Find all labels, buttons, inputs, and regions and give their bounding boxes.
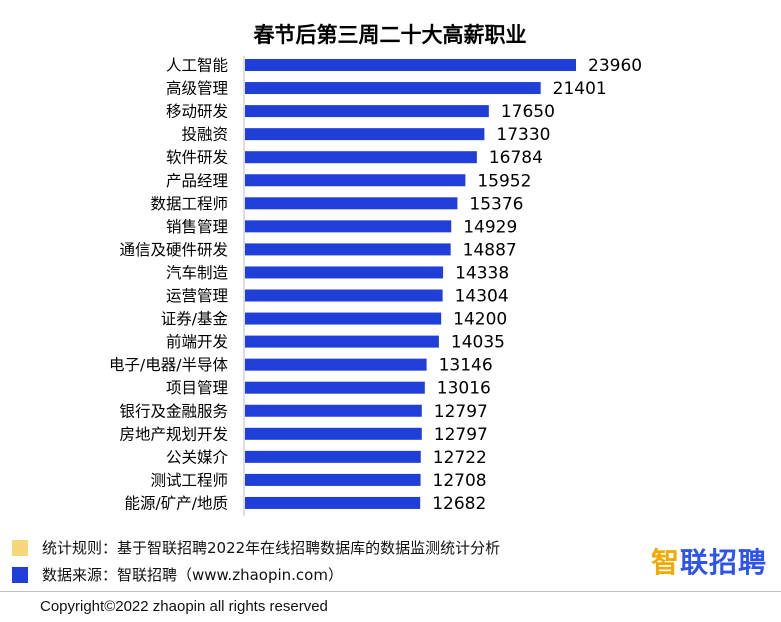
legend-rule-text: 统计规则：基于智联招聘2022年在线招聘数据库的数据监测统计分析 [42, 539, 501, 557]
value-label: 13146 [439, 356, 493, 376]
category-label: 汽车制造 [166, 264, 229, 282]
value-label: 17330 [496, 125, 550, 145]
bar [245, 174, 466, 187]
category-label: 高级管理 [166, 80, 228, 98]
bar [245, 473, 421, 486]
value-label: 12797 [434, 425, 488, 445]
category-label: 产品经理 [166, 172, 228, 190]
category-label: 移动研发 [166, 103, 228, 121]
category-label: 数据工程师 [150, 195, 228, 213]
zhaopin-logo: 智联招聘 [651, 541, 767, 581]
value-label: 14887 [463, 240, 517, 260]
bar [245, 243, 451, 256]
legend-source-text: 数据来源：智联招聘（www.zhaopin.com） [42, 566, 343, 584]
value-label: 12722 [433, 448, 487, 468]
category-label: 公关媒介 [166, 448, 229, 466]
category-label: 房地产规划开发 [119, 425, 228, 443]
bar [245, 289, 443, 302]
bar-chart: 春节后第三周二十大高薪职业 人工智能 23960 高级管理 21401 移动研发 1765… [109, 23, 642, 516]
value-label: 12682 [432, 494, 486, 514]
category-label: 投融资 [181, 126, 228, 144]
value-label: 17650 [501, 102, 555, 122]
category-label: 销售管理 [166, 218, 228, 236]
bar [245, 82, 541, 95]
value-label: 14304 [455, 287, 509, 307]
legend-source-swatch [12, 566, 28, 583]
bar [245, 128, 485, 141]
chart-title: 春节后第三周二十大高薪职业 [254, 23, 527, 47]
value-label: 13016 [437, 379, 491, 399]
legend-source: 数据来源：智联招聘（www.zhaopin.com） [12, 564, 343, 585]
category-label: 证券/基金 [161, 310, 229, 328]
value-label: 14035 [451, 333, 505, 353]
bar [245, 105, 489, 118]
bar [245, 496, 421, 509]
category-label: 银行及金融服务 [119, 402, 228, 420]
value-label: 12708 [433, 471, 487, 491]
value-label: 14929 [463, 217, 517, 237]
value-label: 14338 [455, 263, 509, 283]
logo-char-accent: 智 [650, 546, 680, 579]
value-label: 16784 [489, 148, 543, 168]
bar [245, 266, 444, 279]
category-label: 前端开发 [166, 333, 228, 351]
category-label: 能源/矿产/地质 [125, 494, 228, 512]
category-label: 项目管理 [166, 379, 228, 397]
category-label: 电子/电器/半导体 [109, 356, 228, 374]
bar [245, 220, 452, 233]
bar [245, 358, 427, 371]
value-label: 14200 [453, 310, 507, 330]
bar [245, 312, 442, 325]
bar [245, 381, 425, 394]
category-label: 通信及硬件研发 [119, 241, 228, 259]
bars-group: 人工智能 23960 高级管理 21401 移动研发 17650 投融资 17330 软件研发 1… [109, 56, 642, 514]
bar [245, 59, 576, 71]
bar [245, 335, 439, 348]
bar [245, 450, 421, 463]
category-label: 软件研发 [166, 149, 228, 167]
value-label: 15376 [469, 194, 523, 214]
value-label: 23960 [588, 56, 642, 76]
bar [245, 404, 422, 417]
bar [245, 427, 422, 440]
footer-divider [0, 591, 781, 592]
value-label: 15952 [477, 171, 531, 191]
bar [245, 197, 458, 210]
legend-rule: 统计规则：基于智联招聘2022年在线招聘数据库的数据监测统计分析 [12, 537, 500, 558]
value-label: 12797 [434, 402, 488, 422]
category-label: 测试工程师 [150, 471, 228, 489]
copyright-text: Copyright©2022 zhaopin all rights reserv… [40, 598, 328, 615]
category-label: 人工智能 [166, 57, 228, 75]
category-label: 运营管理 [166, 287, 228, 305]
legend-rule-swatch [12, 539, 28, 556]
value-label: 21401 [553, 79, 607, 99]
logo-char-rest: 联招聘 [679, 546, 767, 579]
bar [245, 151, 477, 164]
